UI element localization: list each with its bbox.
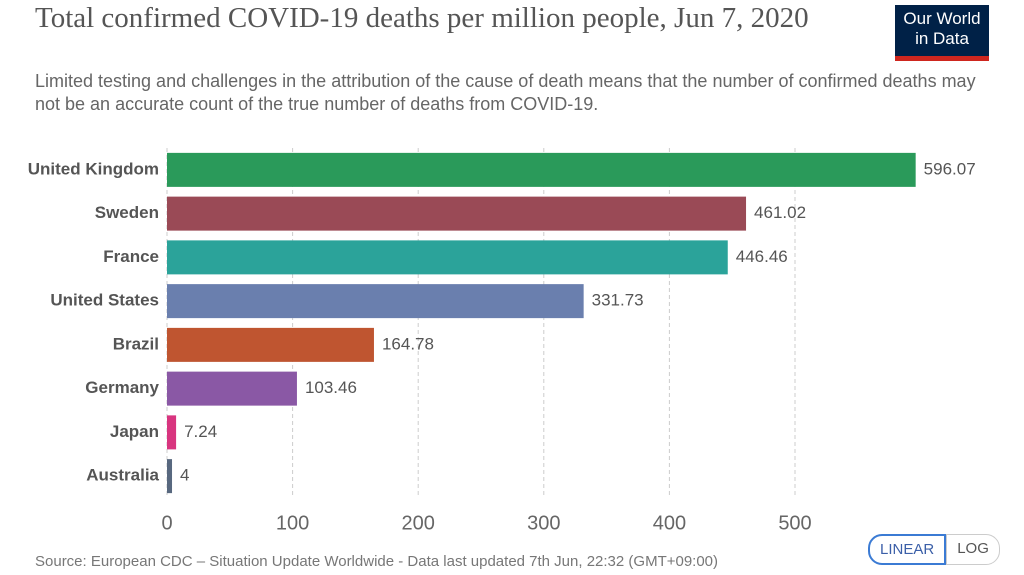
x-tick-label: 300: [527, 512, 560, 534]
y-tick-label: Sweden: [95, 203, 159, 222]
bar: [167, 284, 584, 319]
bar: [167, 371, 297, 406]
y-tick-label: United States: [50, 291, 159, 310]
x-tick-label: 0: [161, 512, 172, 534]
value-label: 446.46: [736, 247, 788, 266]
value-label: 7.24: [184, 422, 217, 441]
bar: [167, 327, 374, 362]
value-label: 4: [180, 466, 189, 485]
y-tick-label: Japan: [110, 422, 159, 441]
scale-button[interactable]: LOG: [946, 534, 1000, 565]
x-tick-label: 400: [653, 512, 686, 534]
scale-toggle: LINEAR LOG: [868, 534, 1000, 565]
logo[interactable]: Our World in Data: [895, 5, 989, 61]
bar: [167, 152, 916, 187]
y-tick-label: Brazil: [113, 334, 159, 353]
bar: [167, 196, 747, 231]
chart: 0 100 200 300 400 500 United Kingdom 596.07 Swed…: [28, 148, 976, 534]
value-label: 331.73: [592, 291, 644, 310]
value-label: 596.07: [924, 159, 976, 178]
value-label: 103.46: [305, 378, 357, 397]
x-tick-label: 500: [778, 512, 811, 534]
bar: [167, 415, 177, 450]
chart-subtitle: Limited testing and challenges in the at…: [35, 71, 976, 114]
value-label: 461.02: [754, 203, 806, 222]
value-label: 164.78: [382, 334, 434, 353]
source-note: Source: European CDC – Situation Update …: [35, 553, 719, 570]
chart-title: Total confirmed COVID-19 deaths per mill…: [35, 2, 809, 34]
y-tick-label: France: [103, 247, 159, 266]
scale-button[interactable]: LINEAR: [868, 534, 947, 565]
bar: [167, 459, 173, 494]
bar: [167, 240, 728, 275]
x-tick-label: 200: [402, 512, 435, 534]
y-tick-label: United Kingdom: [28, 159, 159, 178]
x-tick-label: 100: [276, 512, 309, 534]
y-tick-label: Australia: [86, 466, 159, 485]
y-tick-label: Germany: [85, 378, 159, 397]
